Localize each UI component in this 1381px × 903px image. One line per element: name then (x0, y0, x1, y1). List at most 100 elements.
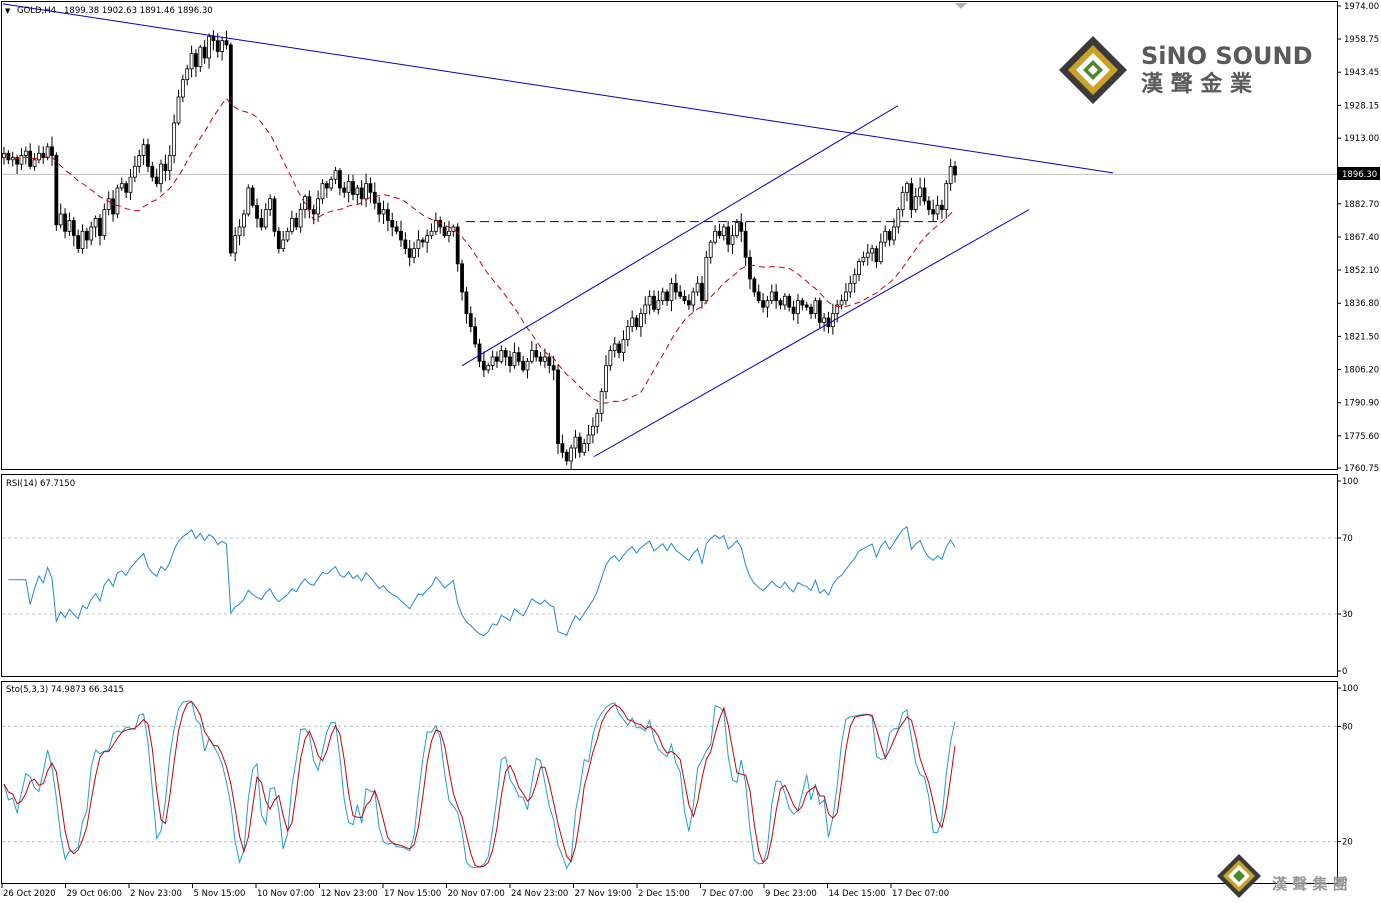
candle-body (909, 183, 914, 211)
candle-body (756, 291, 761, 302)
candle (630, 310, 635, 333)
candle (713, 225, 717, 245)
candle (255, 198, 259, 228)
candle-body (58, 213, 63, 226)
candle (660, 287, 665, 305)
candle (608, 345, 613, 371)
candle (726, 221, 731, 253)
candle (80, 224, 85, 254)
moving-average-line (3, 97, 956, 404)
candle-body (621, 339, 626, 354)
candle-body (926, 200, 931, 211)
candle-body (15, 157, 19, 165)
candle-body (538, 356, 543, 362)
candle (150, 161, 155, 182)
candle (909, 177, 914, 218)
candle-body (748, 256, 752, 280)
candle (102, 203, 107, 240)
candle-body (172, 122, 177, 156)
candle-body (285, 230, 290, 241)
chart-shift-marker-icon[interactable] (955, 3, 967, 9)
candle-body (202, 46, 207, 59)
stochastic-series (2, 700, 1337, 870)
price-tick-label: 1821.50 (1344, 332, 1379, 342)
candle (591, 417, 595, 444)
candle-body (255, 204, 259, 219)
candle (403, 232, 408, 255)
candle (290, 210, 294, 235)
time-tick-label: 7 Dec 07:00 (702, 889, 754, 899)
candle (839, 294, 844, 310)
candle-body (425, 235, 430, 243)
candle (132, 155, 137, 183)
candle (508, 350, 512, 373)
candle (695, 276, 700, 297)
candle (311, 204, 316, 225)
candle-body (80, 230, 85, 250)
candle (918, 177, 923, 206)
time-tick-label: 27 Nov 19:00 (575, 889, 632, 899)
candle-body (433, 220, 438, 232)
candle (625, 319, 630, 347)
candle-body (769, 291, 774, 302)
candle-body (852, 274, 857, 284)
candle (464, 287, 469, 324)
candle-body (464, 291, 469, 315)
candle-body (656, 300, 661, 310)
candle-body (119, 183, 124, 189)
candle (564, 449, 569, 465)
candle (708, 239, 713, 264)
candle (36, 145, 41, 164)
candle (669, 278, 674, 312)
candle-body (577, 436, 582, 453)
candle (940, 199, 944, 219)
candle-body (900, 191, 905, 211)
candle-body (455, 226, 460, 265)
candle-body (351, 181, 355, 195)
candle-body (185, 68, 190, 81)
price-tick-label: 1913.00 (1344, 134, 1379, 144)
candle (861, 251, 866, 266)
candle (796, 293, 800, 324)
candle-body (499, 350, 504, 362)
collapse-triangle-icon[interactable]: ▼ (5, 7, 11, 15)
candle-body (556, 369, 560, 445)
candle-body (591, 425, 595, 436)
candle-body (708, 241, 713, 258)
candle-body (582, 443, 587, 453)
candle-body (525, 360, 530, 371)
brand-name-zh: 漢 聲 金 業 (1141, 71, 1253, 97)
candle-body (399, 230, 403, 241)
candle-body (774, 291, 779, 302)
candle (678, 285, 683, 299)
candle-body (364, 183, 368, 200)
candle (45, 143, 50, 161)
candle (71, 216, 76, 247)
candle-body (944, 183, 949, 211)
candle (28, 143, 33, 170)
candle (953, 161, 957, 183)
candle (538, 351, 543, 366)
candle-body (752, 278, 757, 293)
candle (194, 49, 198, 78)
candle (185, 64, 190, 86)
candle (163, 154, 168, 182)
candle-body (93, 217, 98, 228)
candle (700, 276, 704, 309)
candle (111, 190, 115, 222)
time-tick-label: 5 Nov 15:00 (194, 889, 246, 899)
candle-body (429, 230, 434, 237)
candle-body (896, 209, 901, 228)
time-tick-label: 26 Oct 2020 (3, 889, 56, 899)
candle (878, 233, 883, 265)
candle (23, 146, 28, 165)
candle-body (835, 304, 840, 315)
candle-body (813, 300, 818, 315)
candle (673, 274, 678, 300)
candle-body (639, 313, 643, 328)
price-pane-title: GOLD,H4 (17, 6, 56, 16)
candle-body (612, 343, 617, 351)
candle-body (796, 300, 800, 315)
candle (892, 218, 896, 245)
candle-body (935, 204, 940, 215)
